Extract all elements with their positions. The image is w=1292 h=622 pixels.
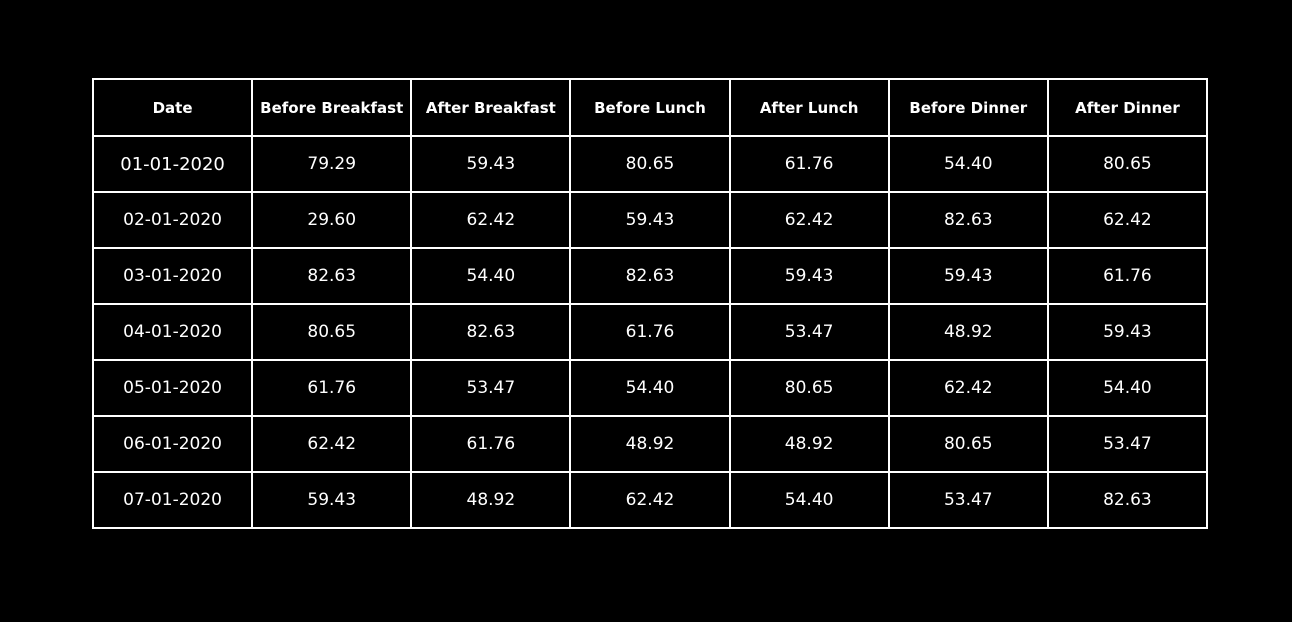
table-cell: 61.76: [1046, 247, 1209, 305]
table-cell: 59.43: [728, 247, 890, 305]
table-cell: 61.76: [410, 415, 572, 473]
table-cell: 80.65: [569, 135, 731, 193]
readings-table: Date Before Breakfast After Breakfast Be…: [91, 78, 1209, 529]
table-cell: 54.40: [569, 359, 731, 417]
table-cell: 54.40: [1046, 359, 1209, 417]
table-cell: 61.76: [728, 135, 890, 193]
table-row: 03-01-2020 82.63 54.40 82.63 59.43 59.43…: [91, 247, 1209, 305]
table-row: 07-01-2020 59.43 48.92 62.42 54.40 53.47…: [91, 471, 1209, 529]
table-cell: 62.42: [410, 191, 572, 249]
header-after-lunch: After Lunch: [728, 78, 890, 137]
table-cell: 62.42: [887, 359, 1049, 417]
table-cell: 80.65: [1046, 135, 1209, 193]
table-cell: 62.42: [1046, 191, 1209, 249]
table-cell: 59.43: [1046, 303, 1209, 361]
table-cell: 61.76: [251, 359, 413, 417]
table-cell: 59.43: [251, 471, 413, 529]
table-cell: 59.43: [887, 247, 1049, 305]
table-body: 01-01-2020 79.29 59.43 80.65 61.76 54.40…: [91, 135, 1209, 529]
table-cell: 82.63: [887, 191, 1049, 249]
table-row: 06-01-2020 62.42 61.76 48.92 48.92 80.65…: [91, 415, 1209, 473]
date-cell: 02-01-2020: [91, 191, 254, 249]
table-cell: 29.60: [251, 191, 413, 249]
date-cell: 07-01-2020: [91, 471, 254, 529]
date-cell: 01-01-2020: [91, 135, 254, 193]
table-row: 01-01-2020 79.29 59.43 80.65 61.76 54.40…: [91, 135, 1209, 193]
table-cell: 80.65: [251, 303, 413, 361]
table-cell: 48.92: [728, 415, 890, 473]
table-cell: 53.47: [887, 471, 1049, 529]
table-cell: 62.42: [728, 191, 890, 249]
readings-table-container: Date Before Breakfast After Breakfast Be…: [91, 78, 1209, 529]
table-cell: 48.92: [887, 303, 1049, 361]
table-row: 02-01-2020 29.60 62.42 59.43 62.42 82.63…: [91, 191, 1209, 249]
table-cell: 59.43: [569, 191, 731, 249]
table-cell: 53.47: [728, 303, 890, 361]
table-row: 04-01-2020 80.65 82.63 61.76 53.47 48.92…: [91, 303, 1209, 361]
header-date: Date: [91, 78, 254, 137]
table-cell: 82.63: [569, 247, 731, 305]
header-after-breakfast: After Breakfast: [410, 78, 572, 137]
table-cell: 48.92: [569, 415, 731, 473]
table-cell: 62.42: [569, 471, 731, 529]
table-cell: 80.65: [887, 415, 1049, 473]
table-cell: 79.29: [251, 135, 413, 193]
header-before-dinner: Before Dinner: [887, 78, 1049, 137]
header-row: Date Before Breakfast After Breakfast Be…: [91, 78, 1209, 137]
table-cell: 53.47: [1046, 415, 1209, 473]
date-cell: 05-01-2020: [91, 359, 254, 417]
header-before-lunch: Before Lunch: [569, 78, 731, 137]
table-cell: 59.43: [410, 135, 572, 193]
table-cell: 80.65: [728, 359, 890, 417]
date-cell: 03-01-2020: [91, 247, 254, 305]
date-cell: 04-01-2020: [91, 303, 254, 361]
table-cell: 48.92: [410, 471, 572, 529]
table-cell: 82.63: [1046, 471, 1209, 529]
table-cell: 54.40: [728, 471, 890, 529]
header-before-breakfast: Before Breakfast: [251, 78, 413, 137]
table-cell: 54.40: [887, 135, 1049, 193]
table-cell: 61.76: [569, 303, 731, 361]
table-cell: 62.42: [251, 415, 413, 473]
header-after-dinner: After Dinner: [1046, 78, 1209, 137]
table-cell: 53.47: [410, 359, 572, 417]
table-cell: 54.40: [410, 247, 572, 305]
table-cell: 82.63: [251, 247, 413, 305]
date-cell: 06-01-2020: [91, 415, 254, 473]
table-row: 05-01-2020 61.76 53.47 54.40 80.65 62.42…: [91, 359, 1209, 417]
table-cell: 82.63: [410, 303, 572, 361]
